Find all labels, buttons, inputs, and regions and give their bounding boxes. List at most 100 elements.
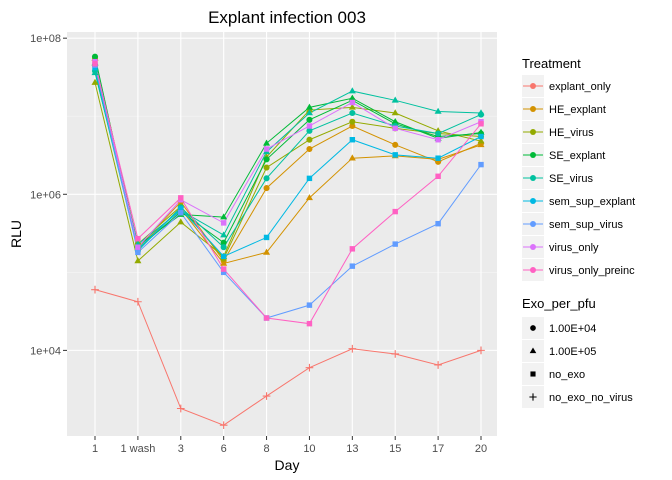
- data-point: [348, 94, 356, 101]
- series-line-sem_sup_virus-square: [94, 65, 482, 319]
- data-point: [478, 133, 484, 140]
- series-lines: [94, 56, 482, 426]
- data-point: [91, 53, 99, 60]
- data-point: [220, 253, 227, 260]
- series-line-explant_only-plus: [94, 289, 482, 426]
- data-point: [134, 297, 142, 306]
- data-point: [306, 175, 313, 182]
- data-point: [435, 220, 441, 227]
- data-point: [134, 257, 142, 264]
- data-point: [477, 109, 485, 116]
- legend-key-dot: [530, 106, 536, 112]
- legend-key-dot: [530, 244, 536, 250]
- data-point: [477, 128, 485, 135]
- data-point: [176, 404, 185, 413]
- data-point: [306, 302, 313, 308]
- series-line-HE_virus-triangle: [94, 82, 482, 262]
- x-tick-label: 20: [475, 443, 487, 455]
- data-point: [306, 116, 313, 123]
- data-point: [477, 141, 485, 148]
- legend-key-dot: [530, 198, 536, 204]
- data-point: [177, 218, 185, 225]
- data-point: [435, 130, 442, 137]
- legend-label-HE_explant: HE_explant: [549, 104, 606, 116]
- data-point: [220, 220, 227, 226]
- x-tick-label: 1 wash: [120, 443, 155, 455]
- legend-label-virus_only: virus_only: [549, 242, 599, 254]
- legend-label-explant_only: explant_only: [549, 81, 611, 93]
- data-point: [348, 87, 356, 94]
- data-point: [391, 350, 400, 358]
- data-point: [435, 173, 441, 180]
- data-point: [392, 241, 398, 247]
- data-point: [92, 61, 98, 67]
- data-point: [348, 154, 356, 161]
- data-point: [178, 206, 184, 212]
- data-point: [434, 361, 442, 369]
- data-point: [263, 234, 270, 241]
- x-axis-title: Day: [275, 457, 300, 473]
- data-point: [220, 231, 228, 238]
- x-tick-label: 3: [178, 443, 184, 455]
- data-point: [349, 246, 356, 252]
- data-point: [349, 263, 356, 269]
- legend-shape-plus: [529, 393, 537, 401]
- data-point: [263, 164, 270, 171]
- data-point: [478, 161, 484, 168]
- data-point: [306, 145, 313, 153]
- data-point: [349, 109, 356, 117]
- legend-title-treatment: Treatment: [522, 56, 581, 71]
- data-point: [220, 213, 228, 220]
- legend-title-exo-per-pfu: Exo_per_pfu: [522, 296, 596, 311]
- legend-label-SE_virus: SE_virus: [549, 173, 594, 185]
- data-point: [392, 152, 398, 158]
- data-point: [306, 127, 313, 134]
- data-point: [305, 194, 313, 201]
- legend-label-1.00E+04: 1.00E+04: [549, 323, 596, 335]
- data-point: [305, 363, 314, 372]
- x-tick-label: 17: [432, 443, 444, 455]
- legend-shape-triangle: [529, 347, 537, 354]
- legend-label-HE_virus: HE_virus: [549, 127, 594, 139]
- legend-key-dot: [530, 129, 536, 135]
- series-line-virus_only_preinc-square: [94, 63, 482, 325]
- data-point: [392, 208, 398, 215]
- series-line-HE_explant-circle: [94, 58, 482, 262]
- series-line-sem_sup_explant-square: [94, 67, 482, 258]
- legend-key-dot: [530, 267, 536, 273]
- data-point: [391, 109, 399, 116]
- y-tick-label: 1e+08: [30, 33, 61, 45]
- data-point: [305, 109, 313, 116]
- data-point: [263, 315, 270, 321]
- legend-key-dot: [530, 221, 536, 227]
- legend-label-sem_sup_virus: sem_sup_virus: [549, 219, 623, 231]
- legend-exo-per-pfu: Exo_per_pfu 1.00E+04 1.00E+05 no_exo no_exo_…: [522, 296, 633, 408]
- series-line-HE_virus-circle: [94, 65, 482, 260]
- data-point: [219, 421, 228, 430]
- data-point: [178, 195, 184, 201]
- data-point: [349, 99, 356, 106]
- legend-shape-circle: [530, 325, 536, 331]
- x-tick-label: 6: [221, 443, 227, 455]
- data-point: [135, 244, 141, 250]
- data-point: [220, 266, 227, 272]
- data-point: [263, 146, 270, 152]
- data-point: [135, 249, 141, 256]
- data-point: [391, 117, 399, 125]
- y-tick-label: 1e+06: [30, 189, 61, 201]
- data-point: [220, 269, 227, 276]
- data-point: [220, 244, 227, 251]
- data-point: [263, 185, 270, 192]
- data-point: [435, 155, 441, 161]
- y-axis-title: RLU: [8, 220, 24, 248]
- data-point: [434, 107, 442, 114]
- data-point: [478, 121, 484, 127]
- data-point: [306, 123, 313, 129]
- y-tick-label: 1e+04: [30, 345, 61, 357]
- legend-treatment: Treatment explant_only HE_explant HE_virus S…: [522, 56, 635, 281]
- legend-shape-square: [530, 371, 536, 377]
- data-point: [263, 248, 271, 255]
- legend-label-sem_sup_explant: sem_sup_explant: [549, 196, 635, 208]
- data-point: [349, 118, 356, 125]
